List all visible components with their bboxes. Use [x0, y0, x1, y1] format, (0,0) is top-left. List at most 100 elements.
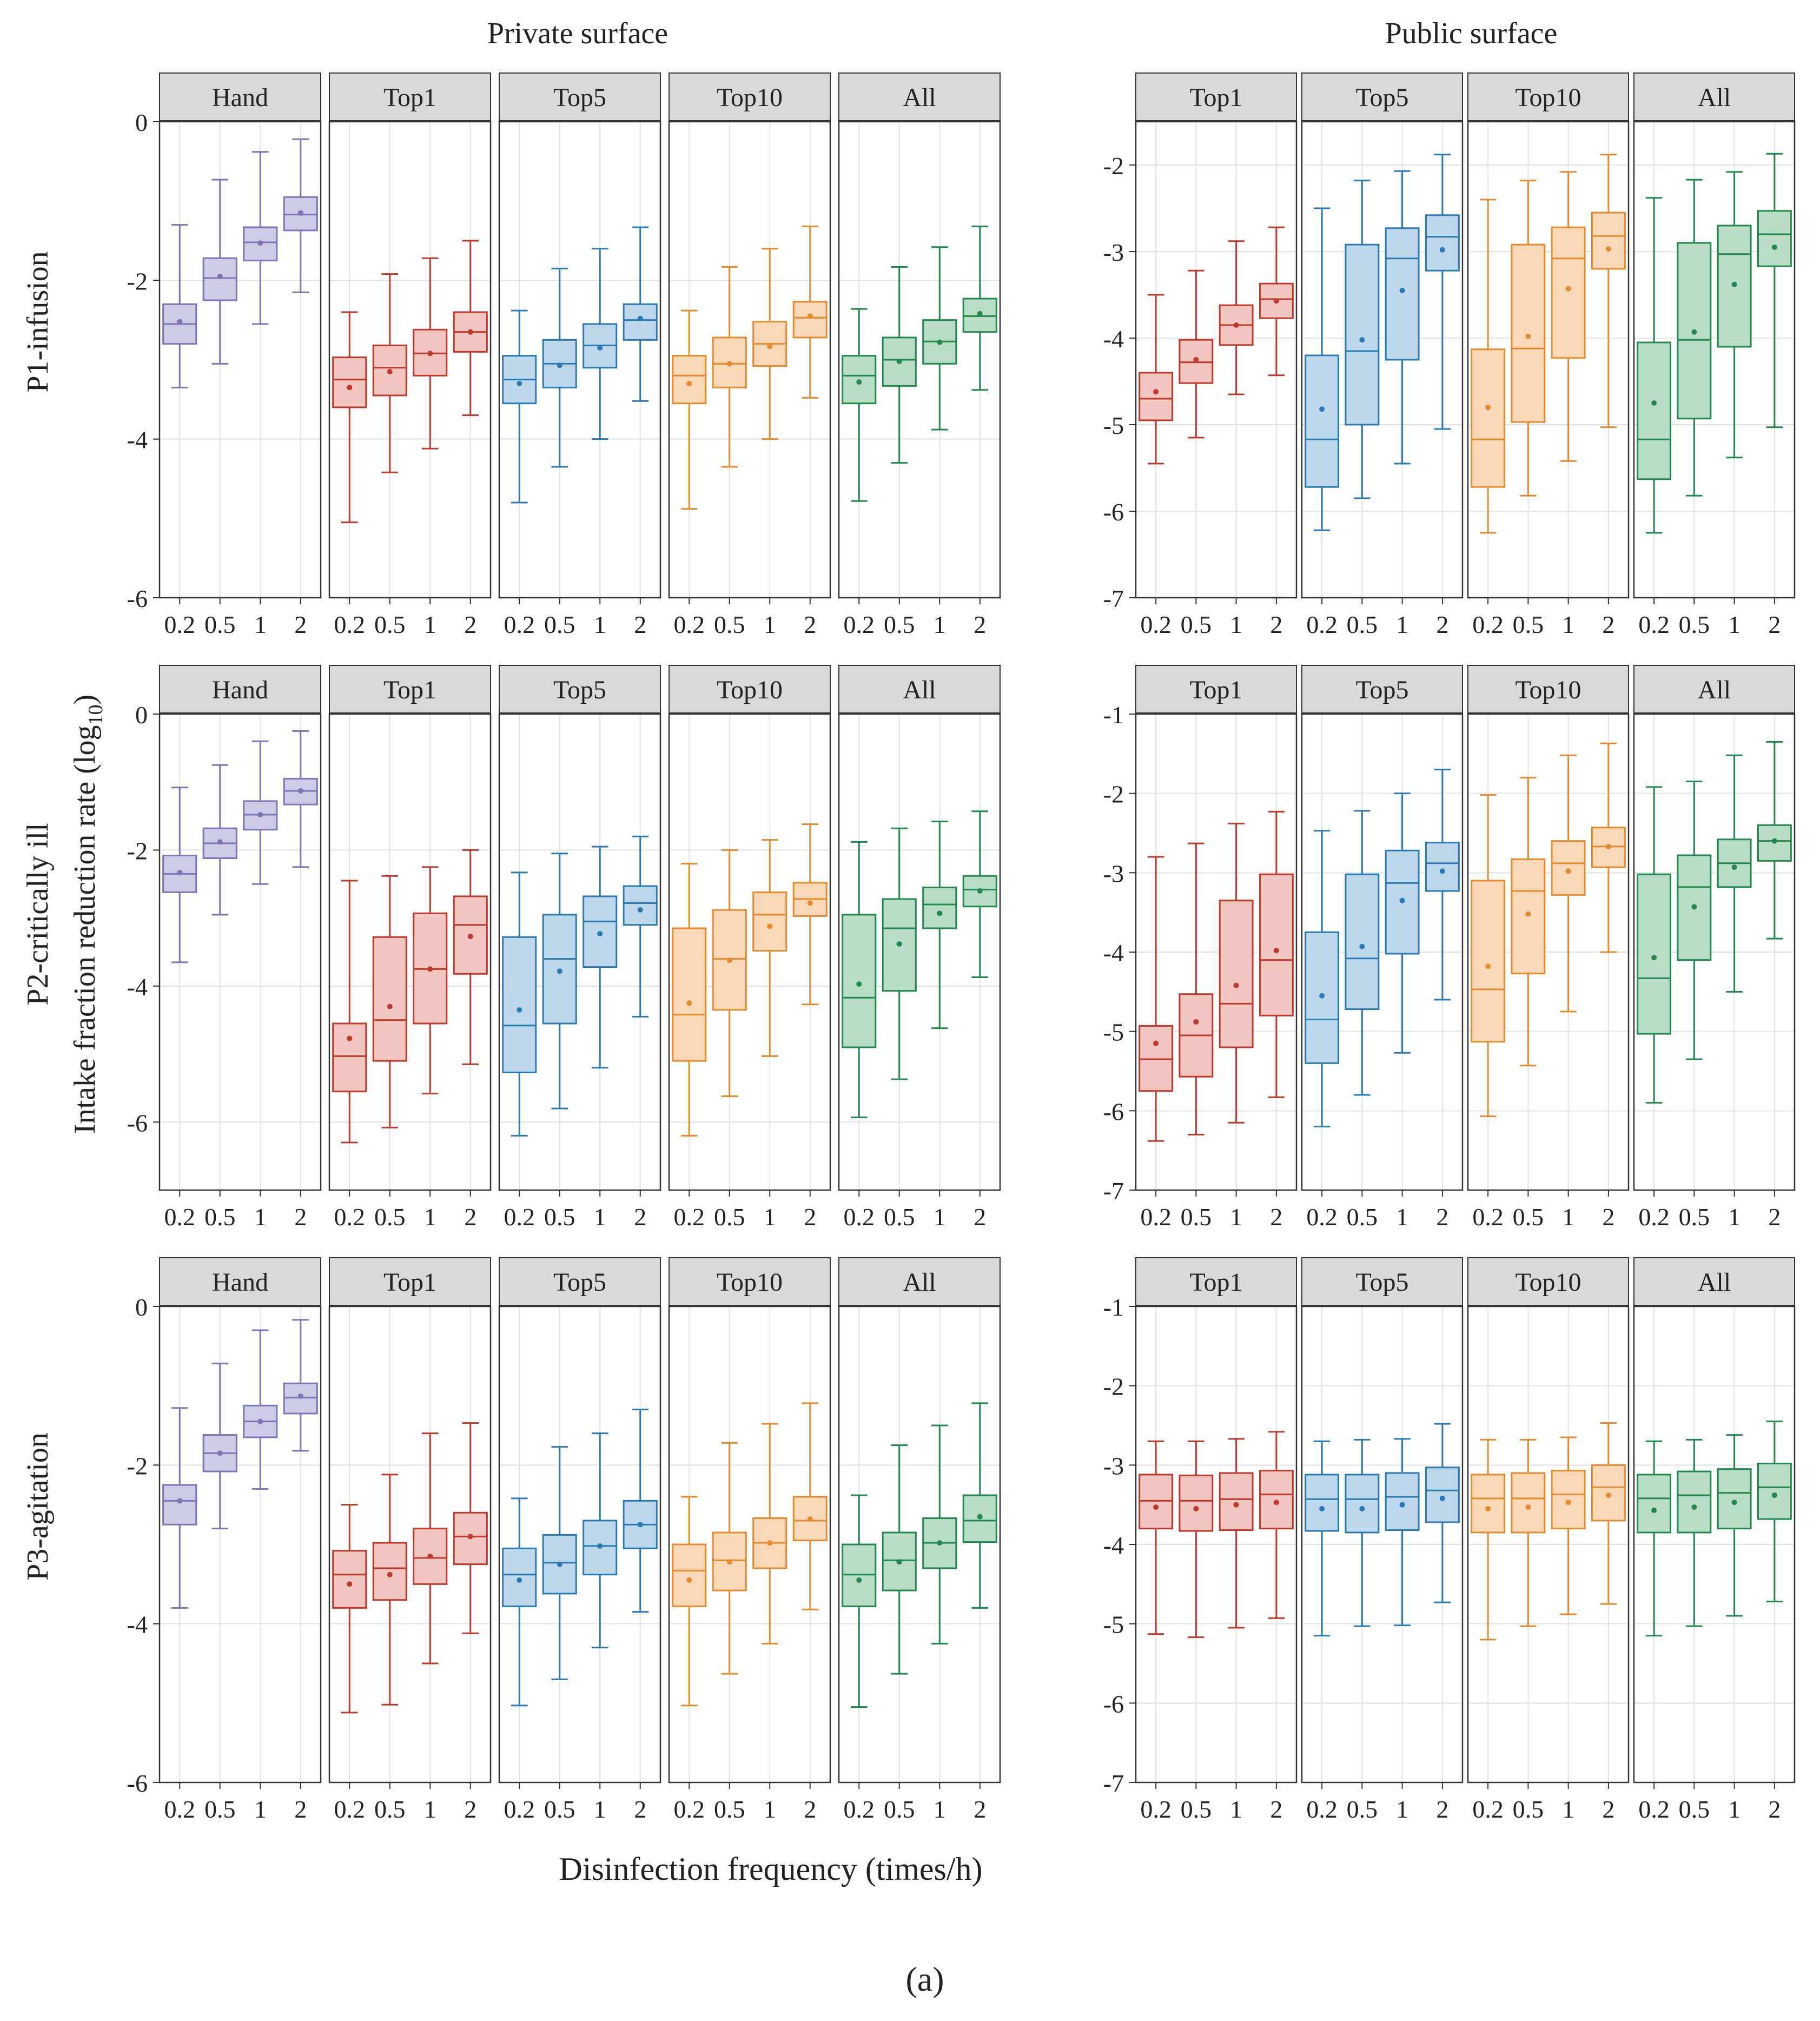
box-iqr	[332, 1022, 367, 1093]
facet-strip	[1467, 665, 1629, 714]
x-tick-label: 1	[764, 1203, 776, 1231]
x-tick-label: 0.2	[164, 611, 196, 638]
box-iqr	[792, 301, 828, 339]
box-mean-point	[937, 910, 943, 916]
box-iqr	[842, 914, 877, 1048]
box-top1-0.2	[332, 1504, 367, 1714]
panel-frame	[1467, 121, 1630, 599]
facet-strip-label: Top10	[1515, 83, 1581, 112]
box-top10-1	[1551, 754, 1586, 1013]
panel-p3-agitation-private-surface-top5: Top5 0.2 0.5 1 2	[498, 1257, 661, 1823]
box-iqr	[1717, 1468, 1752, 1530]
box-mean-point	[1771, 245, 1777, 250]
panel-p3-agitation-public-surface-all: All 0.2 0.5 1 2	[1633, 1257, 1796, 1823]
box-top10-0.2	[672, 1496, 707, 1707]
box-iqr	[1471, 880, 1506, 1043]
x-tick-label: 2	[294, 611, 307, 638]
x-tick-label: 0.2	[844, 1203, 875, 1231]
facet-strip	[1135, 665, 1297, 714]
facet-strip	[669, 72, 831, 121]
box-mean-point	[1525, 333, 1531, 339]
y-tick-label: -3	[1103, 239, 1124, 266]
box-mean-point	[1691, 329, 1697, 335]
box-top5-1	[583, 248, 618, 440]
box-mean-point	[347, 385, 353, 391]
box-top5-0.2	[1305, 830, 1340, 1128]
x-tick-label: 0.5	[1679, 1203, 1710, 1231]
x-tick-label: 2	[1270, 1203, 1282, 1231]
box-mean-point	[807, 1516, 813, 1522]
box-all-0.2	[842, 841, 877, 1118]
y-tick-label: 0	[135, 701, 148, 729]
box-iqr	[1637, 1474, 1672, 1534]
panel-frame	[1135, 713, 1298, 1191]
box-mean-point	[257, 240, 263, 246]
x-tick-label: 0.2	[1140, 1203, 1172, 1231]
x-tick-label: 1	[764, 611, 776, 638]
box-mean-point	[257, 1418, 263, 1424]
box-top10-2	[1591, 154, 1626, 428]
x-tick-label: 0.5	[374, 611, 406, 638]
x-tick-label: 2	[1768, 611, 1781, 638]
box-mean-point	[856, 981, 862, 987]
box-mean-point	[1273, 298, 1279, 304]
box-mean-point	[387, 369, 393, 374]
x-tick-label: 0.2	[1472, 1795, 1504, 1823]
box-mean-point	[637, 315, 643, 321]
facet-strip	[499, 72, 661, 121]
facet-strip	[1135, 72, 1297, 121]
box-mean-point	[637, 1522, 643, 1528]
panel-frame	[498, 1305, 661, 1784]
box-iqr	[1385, 227, 1420, 361]
panel-frame	[498, 121, 661, 599]
x-tick-label: 0.5	[374, 1203, 406, 1231]
box-hand-0.2	[162, 1407, 197, 1609]
x-tick-label: 2	[464, 1795, 476, 1823]
box-mean-point	[807, 900, 813, 906]
x-tick-label: 2	[1602, 1203, 1614, 1231]
panel-frame	[1301, 1305, 1464, 1784]
x-tick-label: 0.5	[204, 1795, 236, 1823]
facet-strip-label: Top5	[553, 83, 606, 112]
y-tick-label: -6	[1103, 1098, 1124, 1125]
facet-strip-label: Top1	[1190, 676, 1243, 704]
x-tick-label: 0.5	[204, 611, 236, 638]
box-top10-2	[792, 1402, 828, 1610]
box-mean-point	[217, 1450, 223, 1456]
box-top10-0.5	[1511, 1438, 1546, 1627]
panel-p3-agitation-private-surface-top1: Top1 0.2 0.5 1 2	[328, 1257, 492, 1823]
box-mean-point	[856, 379, 862, 385]
x-tick-label: 0.5	[1513, 1795, 1544, 1823]
box-iqr	[502, 1547, 537, 1607]
facet-strip-label: Hand	[212, 83, 268, 112]
panel-p3-agitation-private-surface-top10: Top10 0.2 0.5 1 2	[668, 1257, 831, 1823]
box-iqr	[672, 355, 707, 405]
y-tick-label: -1	[1103, 1293, 1124, 1321]
box-iqr	[623, 303, 658, 341]
x-tick-label: 0.2	[164, 1795, 196, 1823]
box-top5-1	[1385, 792, 1420, 1054]
box-mean-point	[347, 1035, 353, 1041]
box-hand-1	[243, 740, 278, 885]
box-mean-point	[896, 941, 902, 947]
panel-p2-critically-ill-private-surface-top1: Top1 0.2 0.5 1 2	[328, 665, 492, 1231]
x-tick-label: 2	[464, 611, 476, 638]
panel-frame	[1301, 121, 1464, 599]
x-tick-label: 2	[974, 611, 986, 638]
x-tick-label: 0.2	[844, 1795, 875, 1823]
facet-strip-label: Hand	[212, 1268, 268, 1297]
box-mean-point	[726, 957, 732, 963]
box-iqr	[1385, 1472, 1420, 1531]
facet-strip-label: Top5	[1356, 1268, 1409, 1297]
box-iqr	[1259, 873, 1294, 1016]
box-iqr	[1345, 1474, 1380, 1534]
box-iqr	[502, 936, 537, 1074]
panel-frame	[1633, 1305, 1796, 1784]
panel-p1-infusion-public-surface-top5: Top5 0.2 0.5 1 2	[1301, 72, 1464, 638]
box-top10-0.5	[712, 849, 747, 1098]
facet-strip-label: Top10	[717, 83, 783, 112]
box-iqr	[1345, 243, 1380, 426]
facet-strip	[329, 1257, 491, 1306]
box-top10-0.2	[1471, 1438, 1506, 1641]
